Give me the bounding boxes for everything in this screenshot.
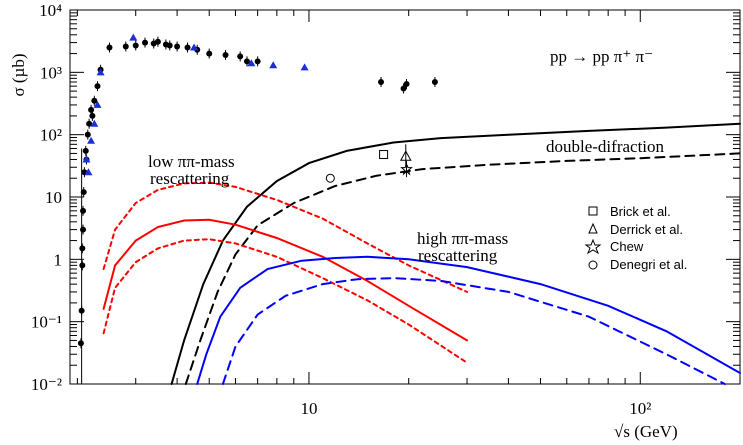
series-line <box>221 277 726 385</box>
data-point-black <box>80 226 87 233</box>
data-point-black <box>154 38 161 45</box>
data-point-blue <box>247 59 256 67</box>
data-point-black <box>403 80 410 87</box>
legend-star-marker <box>584 238 602 255</box>
data-point-blue <box>269 61 278 69</box>
data-point-star <box>400 162 413 176</box>
data-point-black <box>222 51 229 58</box>
data-point-blue <box>82 155 91 163</box>
legend-square-marker <box>588 206 598 216</box>
y-axis: 10⁻² 10⁻¹ 1 10 10² 10³ 10⁴ <box>31 1 740 394</box>
x-tick-label: 10² <box>629 399 651 418</box>
annotation-double-diffraction: double-difraction <box>546 137 665 156</box>
data-point-square <box>379 150 389 160</box>
data-point-black <box>80 207 87 214</box>
legend-triangle-marker <box>588 222 598 234</box>
data-point-black <box>237 53 244 60</box>
data-point-black <box>80 189 87 196</box>
x-tick-label: 10 <box>300 399 317 418</box>
x-axis-label: √s (GeV) <box>614 422 678 441</box>
data-point-black <box>174 43 181 50</box>
y-tick-label: 10⁻² <box>31 375 62 394</box>
annotation-high-mass-2: rescattering <box>418 246 498 265</box>
chart-title: pp → pp π⁺ π⁻ <box>550 47 653 66</box>
y-tick-label: 10³ <box>40 63 62 82</box>
y-tick-label: 10 <box>45 188 62 207</box>
data-point-triangle <box>399 150 412 161</box>
series-line <box>184 152 741 385</box>
annotation-high-mass-1: high ππ-mass <box>417 229 508 248</box>
data-point-black <box>254 58 261 65</box>
plot-frame <box>69 9 741 385</box>
data-points <box>77 33 438 384</box>
series-line <box>102 181 468 293</box>
data-point-blue <box>190 43 199 51</box>
y-tick-label: 10² <box>40 126 62 145</box>
data-point-blue <box>93 100 102 108</box>
annotation-low-mass-1: low ππ-mass <box>148 152 235 171</box>
annotation-low-mass-2: rescattering <box>150 169 230 188</box>
x-axis: 10 10² <box>76 10 741 418</box>
data-point-black <box>166 42 173 49</box>
data-point-black <box>88 106 95 113</box>
data-point-black <box>378 78 385 85</box>
data-point-black <box>82 147 89 154</box>
series-line <box>102 238 468 364</box>
data-point-blue <box>96 68 105 76</box>
y-axis-label: σ (µb) <box>9 53 28 96</box>
data-point-black <box>86 120 93 127</box>
data-point-black <box>243 58 250 65</box>
data-point-circle <box>325 173 335 183</box>
data-point-black <box>89 112 96 119</box>
data-point-black <box>106 44 113 51</box>
data-point-black <box>79 262 86 269</box>
data-point-black <box>142 39 149 46</box>
data-point-black <box>84 131 91 138</box>
data-point-black <box>132 42 139 49</box>
data-point-blue <box>90 119 99 127</box>
data-point-black <box>94 83 101 90</box>
legend: Brick et al. Derrick et al. Chew Denegri… <box>584 204 687 272</box>
legend-label: Derrick et al. <box>610 222 683 237</box>
data-point-black <box>79 245 86 252</box>
series-line <box>196 255 741 385</box>
legend-label: Denegri et al. <box>610 257 687 272</box>
data-point-blue <box>87 136 96 144</box>
y-tick-label: 1 <box>54 250 63 269</box>
data-point-black <box>431 78 438 85</box>
data-point-blue <box>129 33 138 41</box>
data-point-black <box>122 43 129 50</box>
data-point-black <box>400 85 407 92</box>
data-point-blue <box>84 168 93 176</box>
data-point-black <box>78 307 85 314</box>
legend-circle-marker <box>588 260 598 270</box>
y-tick-label: 10⁴ <box>39 1 62 20</box>
data-point-black <box>91 97 98 104</box>
series-line <box>170 122 741 385</box>
series-lines <box>102 122 741 385</box>
data-point-black <box>77 340 84 347</box>
y-tick-label: 10⁻¹ <box>31 313 62 332</box>
legend-label: Brick et al. <box>610 204 671 219</box>
data-point-black <box>206 50 213 57</box>
data-point-black <box>184 44 191 51</box>
series-line <box>102 218 468 342</box>
legend-label: Chew <box>610 239 644 254</box>
data-point-blue <box>300 63 309 71</box>
